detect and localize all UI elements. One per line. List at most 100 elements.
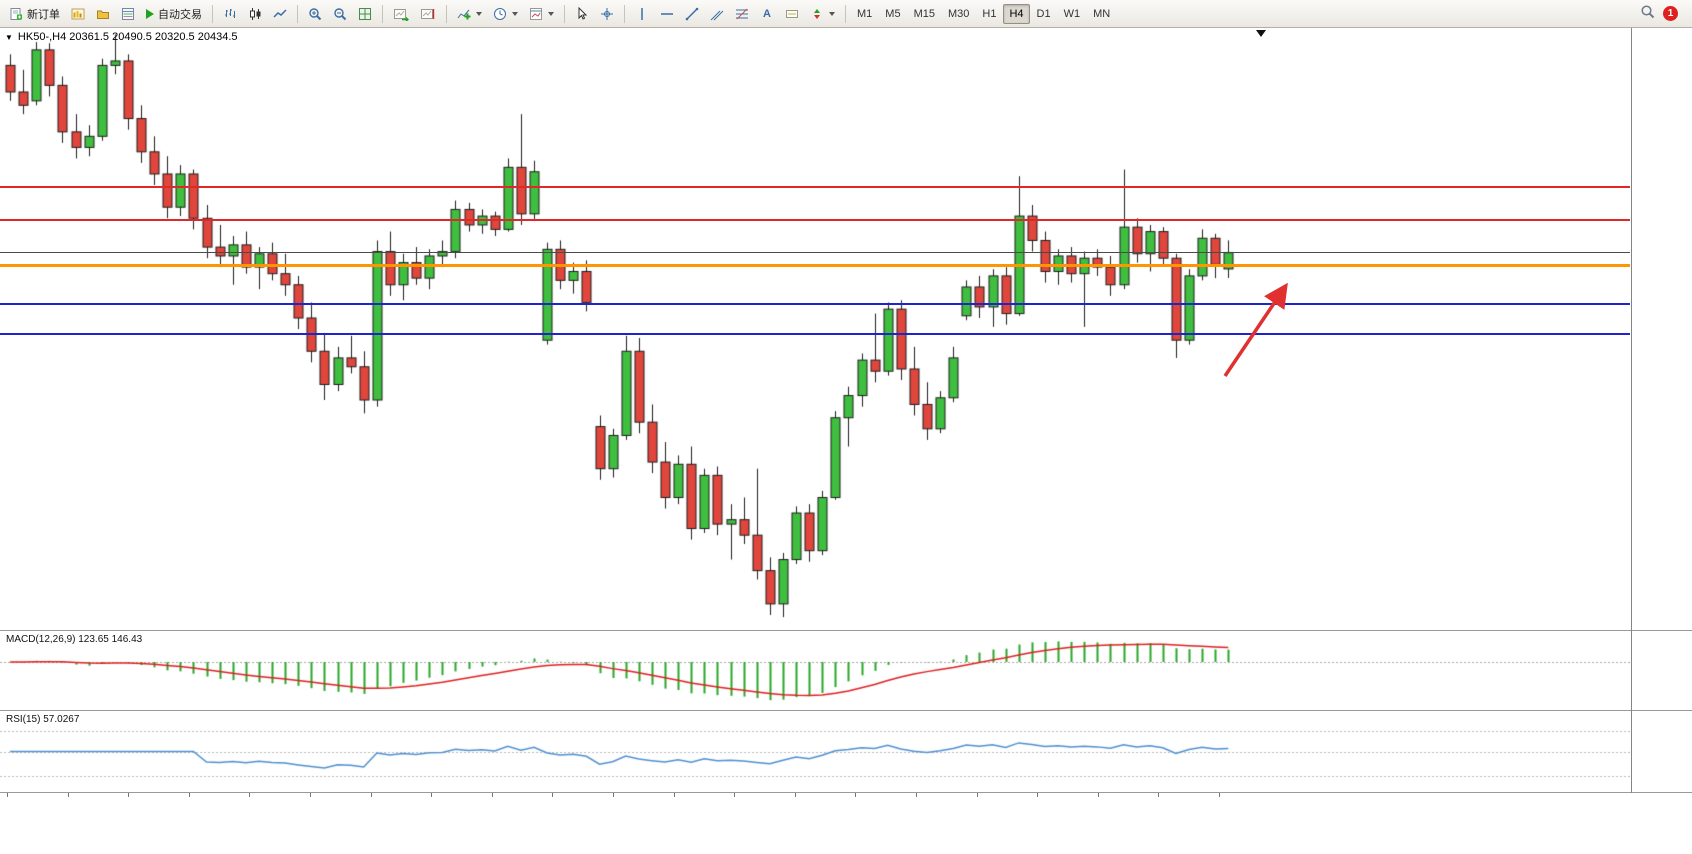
- candlestick-chart[interactable]: [0, 28, 1630, 630]
- time-tick-mark: [1037, 793, 1039, 797]
- time-tick-mark: [1097, 793, 1099, 797]
- chart-header: ▼ HK50-,H4 20361.5 20490.5 20320.5 20434…: [5, 31, 238, 43]
- horizontal-level-line-20068.7[interactable]: [0, 332, 1630, 335]
- candlestick-type-button[interactable]: [243, 3, 267, 25]
- time-tick-mark: [613, 793, 614, 797]
- symbol-dropdown-icon[interactable]: ▼: [5, 32, 13, 42]
- vertical-line-tool-button[interactable]: [630, 3, 654, 25]
- time-tick-mark: [7, 793, 8, 797]
- horizontal-level-line-20581.2[interactable]: [0, 219, 1630, 222]
- cursor-button[interactable]: [570, 3, 594, 25]
- symbol-ohlc-text: HK50-,H4 20361.5 20490.5 20320.5 20434.5: [17, 31, 238, 43]
- new-order-button[interactable]: 新订单: [4, 3, 65, 25]
- dropdown-caret-icon: [829, 11, 835, 16]
- rsi-indicator-chart[interactable]: [0, 712, 1630, 791]
- trendline-icon: [685, 7, 699, 21]
- horizontal-level-line-20434.5[interactable]: [0, 252, 1630, 254]
- horizontal-level-line-20375.0[interactable]: [0, 264, 1630, 268]
- arrows-tool-button[interactable]: [805, 3, 840, 25]
- autotrading-button[interactable]: 自动交易: [141, 3, 207, 25]
- zoom-in-button[interactable]: [303, 3, 327, 25]
- charts-button[interactable]: [66, 3, 90, 25]
- fibonacci-tool-button[interactable]: [730, 3, 754, 25]
- market-watch-button[interactable]: [116, 3, 140, 25]
- time-tick-mark: [1158, 793, 1160, 797]
- horizontal-line-tool-button[interactable]: [655, 3, 679, 25]
- templates-button[interactable]: [524, 3, 559, 25]
- horizontal-line-icon: [660, 7, 674, 21]
- time-scale[interactable]: 13 Feb 202315 Feb 01:1517 Feb 01:1521 Fe…: [0, 793, 1692, 815]
- text-tool-label: A: [763, 7, 771, 20]
- horizontal-level-line-20203.0[interactable]: [0, 303, 1630, 306]
- chart-shift-icon: [420, 7, 436, 21]
- pane-divider[interactable]: [0, 630, 1692, 631]
- tile-windows-button[interactable]: [353, 3, 377, 25]
- trend-arrow-annotation[interactable]: [1213, 276, 1298, 384]
- text-label-tool-button[interactable]: [780, 3, 804, 25]
- profiles-button[interactable]: [91, 3, 115, 25]
- price-scale[interactable]: 21363.021219.021079.020935.020791.020647…: [1632, 28, 1692, 793]
- timeframe-button-m15[interactable]: M15: [913, 7, 935, 20]
- chart-shift-button[interactable]: [415, 3, 441, 25]
- crosshair-button[interactable]: [595, 3, 619, 25]
- timeframe-button-h1[interactable]: H1: [982, 7, 997, 20]
- timeframe-group: M1 M5 M15 M30 H1 H4 D1 W1 MN: [851, 3, 1116, 24]
- autotrading-label: 自动交易: [158, 8, 202, 21]
- macd-label: MACD(12,26,9) 123.65 146.43: [6, 634, 143, 645]
- dropdown-caret-icon: [476, 11, 482, 16]
- macd-indicator-chart[interactable]: [0, 632, 1630, 710]
- time-tick-mark: [310, 793, 311, 797]
- bar-chart-type-button[interactable]: [218, 3, 242, 25]
- vertical-line-icon: [635, 7, 649, 21]
- crosshair-icon: [600, 7, 614, 21]
- macd-pane[interactable]: MACD(12,26,9) 123.65 146.43: [0, 632, 1630, 710]
- timeframe-button-mn[interactable]: MN: [1093, 7, 1111, 20]
- toolbar-separator: [564, 4, 565, 23]
- time-tick-mark: [855, 793, 857, 797]
- periods-button[interactable]: [488, 3, 523, 25]
- toolbar-separator: [446, 4, 447, 23]
- chart-shift-marker[interactable]: [1256, 30, 1266, 37]
- new-order-label: 新订单: [27, 8, 60, 21]
- timeframe-button-d1[interactable]: D1: [1036, 7, 1051, 20]
- time-tick-mark: [1219, 793, 1220, 797]
- time-tick-mark: [734, 793, 736, 797]
- timeframe-button-m5[interactable]: M5: [885, 7, 901, 20]
- toolbar-separator: [212, 4, 213, 23]
- price-axis-separator: [1631, 28, 1632, 793]
- rsi-pane[interactable]: RSI(15) 57.0267: [0, 712, 1630, 791]
- rsi-label: RSI(15) 57.0267: [6, 714, 80, 725]
- timeframe-button-w1[interactable]: W1: [1063, 7, 1081, 20]
- zoom-out-button[interactable]: [328, 3, 352, 25]
- zoom-out-icon: [333, 7, 347, 21]
- indicators-button[interactable]: [452, 3, 487, 25]
- arrows-icon: [810, 7, 824, 21]
- toolbar-separator: [297, 4, 298, 23]
- channel-tool-button[interactable]: [705, 3, 729, 25]
- ohlc-bars-icon: [223, 7, 237, 21]
- indicators-icon: [457, 7, 471, 21]
- toolbar-separator: [382, 4, 383, 23]
- time-tick-mark: [249, 793, 251, 797]
- trendline-tool-button[interactable]: [680, 3, 704, 25]
- horizontal-level-line-20730.4[interactable]: [0, 186, 1630, 189]
- notification-badge[interactable]: 1: [1663, 6, 1678, 21]
- pane-divider[interactable]: [0, 710, 1692, 711]
- search-icon[interactable]: [1640, 4, 1655, 24]
- toolbar: 新订单 自动交易 A: [0, 0, 1692, 28]
- timeframe-button-h4[interactable]: H4: [1003, 3, 1030, 24]
- time-tick-mark: [370, 793, 372, 797]
- time-tick-mark: [552, 793, 554, 797]
- line-chart-type-button[interactable]: [268, 3, 292, 25]
- timeframe-button-m1[interactable]: M1: [857, 7, 873, 20]
- time-tick-mark: [976, 793, 978, 797]
- time-tick-mark: [794, 793, 796, 797]
- pane-divider[interactable]: [0, 792, 1692, 793]
- toolbar-separator: [624, 4, 625, 23]
- auto-scroll-button[interactable]: [388, 3, 414, 25]
- folder-icon: [96, 7, 110, 21]
- timeframe-button-m30[interactable]: M30: [947, 7, 970, 20]
- time-tick-mark: [431, 793, 433, 797]
- chart-area[interactable]: ▼ HK50-,H4 20361.5 20490.5 20320.5 20434…: [0, 28, 1630, 630]
- text-tool-button[interactable]: A: [755, 3, 779, 25]
